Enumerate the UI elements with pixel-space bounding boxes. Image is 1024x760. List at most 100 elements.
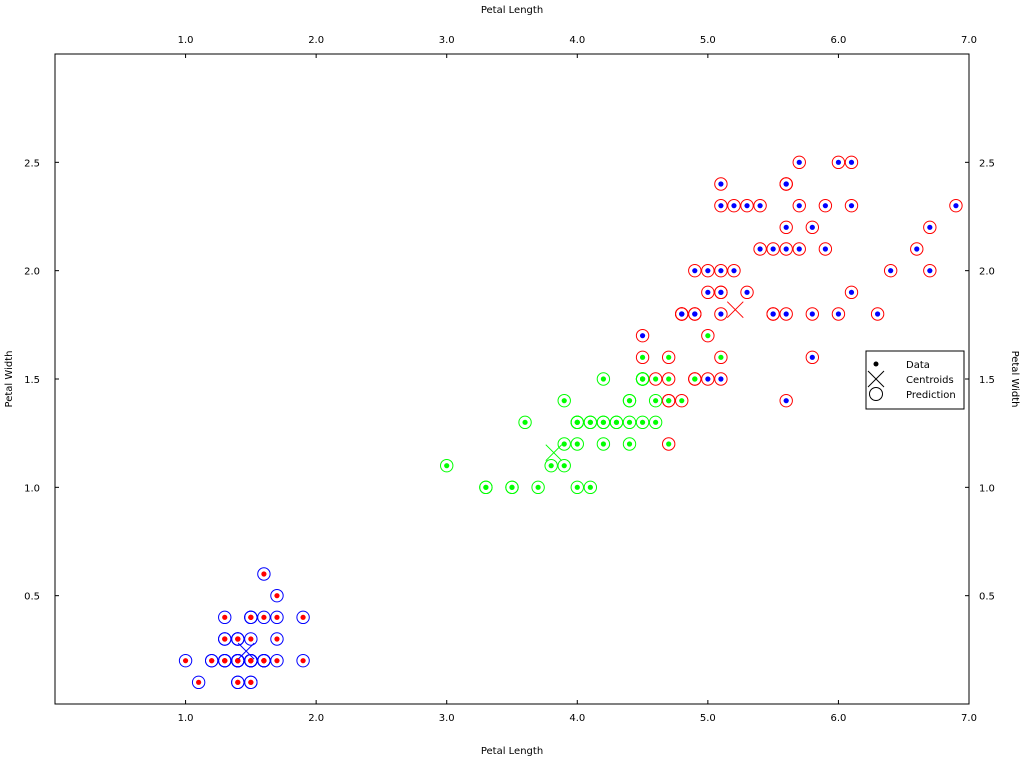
data-point (235, 679, 241, 685)
plot-frame (54, 53, 970, 705)
prediction-ring (714, 372, 728, 386)
data-point (692, 376, 698, 382)
prediction-ring (714, 198, 728, 213)
x-tick-label-bottom: 7.0 (961, 713, 977, 724)
prediction-ring (231, 653, 245, 668)
prediction-ring (792, 242, 806, 256)
prediction-ring (583, 480, 598, 495)
prediction-ring (648, 372, 663, 386)
legend-label-prediction: Prediction (906, 390, 956, 401)
x-tick-label-top: 2.0 (308, 35, 324, 46)
prediction-ring (270, 588, 284, 603)
prediction-ring (714, 263, 728, 278)
y-tick-label-left: 1.5 (24, 375, 40, 386)
data-point (705, 333, 711, 339)
prediction-ring (648, 415, 663, 430)
data-point (653, 419, 659, 425)
prediction-ring (818, 198, 833, 213)
data-point (182, 658, 189, 664)
prediction-ring (218, 653, 232, 668)
x-tick-label-top: 7.0 (961, 35, 977, 46)
legend: Data Centroids Prediction (865, 350, 965, 410)
data-point (822, 246, 828, 252)
data-point (705, 289, 711, 295)
data-point (783, 398, 789, 404)
data-point (235, 636, 241, 642)
data-point (248, 636, 254, 642)
data-point (574, 484, 580, 490)
prediction-ring (870, 307, 885, 321)
prediction-ring (701, 372, 715, 386)
prediction-ring (818, 242, 833, 256)
axis-ticks: 1.0 1.0 2.0 2.0 3.0 3.0 4.0 4.0 5.0 5.0 6.0 6.0 7.0 7… (24, 35, 995, 724)
data-point (679, 311, 685, 317)
data-point (444, 463, 450, 469)
data-point (731, 203, 737, 209)
prediction-ring (583, 415, 598, 430)
data-point (587, 484, 593, 490)
data-point (666, 376, 672, 382)
prediction-ring (675, 307, 689, 321)
data-point (235, 658, 241, 664)
prediction-ring (844, 155, 859, 170)
data-point (639, 419, 646, 425)
data-point (705, 268, 711, 274)
x-tick-label-bottom: 4.0 (569, 713, 585, 724)
prediction-ring (661, 372, 676, 386)
prediction-ring (596, 372, 611, 386)
prediction-ring (440, 458, 454, 473)
y-tick-label-left: 0.5 (24, 592, 40, 603)
data-point (783, 224, 789, 230)
prediction-ring (661, 393, 676, 408)
x-tick-label-bottom: 1.0 (178, 713, 194, 724)
prediction-ring (635, 328, 650, 343)
data-point (222, 636, 228, 642)
data-point (666, 398, 672, 404)
prediction-ring (557, 437, 571, 451)
data-point (274, 614, 280, 620)
data-point (835, 159, 842, 165)
prediction-ring (635, 415, 650, 430)
prediction-ring (688, 263, 702, 278)
prediction-ring (727, 263, 741, 278)
data-point (613, 419, 620, 425)
prediction-ring (270, 632, 284, 646)
data-point (692, 311, 698, 317)
legend-label-data: Data (906, 360, 930, 371)
prediction-ring (883, 263, 898, 278)
data-point (600, 419, 607, 425)
data-point (261, 614, 267, 620)
prediction-ring (779, 220, 793, 235)
prediction-ring (766, 307, 780, 321)
y-axis-title-left: Petal Width (4, 351, 15, 408)
x-tick-label-bottom: 5.0 (700, 713, 716, 724)
centroid-marker (545, 444, 563, 462)
x-tick-label-top: 5.0 (700, 35, 716, 46)
prediction-ring (609, 415, 624, 430)
prediction-ring (714, 285, 728, 300)
data-point (639, 354, 646, 360)
data-point (626, 419, 633, 425)
data-point (483, 484, 489, 490)
data-point (757, 246, 763, 252)
prediction-ring (740, 285, 754, 300)
prediction-ring (831, 307, 846, 321)
prediction-ring (505, 480, 519, 495)
data-point (770, 246, 776, 252)
prediction-ring (596, 437, 611, 451)
prediction-ring (831, 155, 846, 170)
prediction-ring (714, 350, 728, 365)
centroid-marker (237, 642, 255, 660)
data-point (574, 419, 580, 425)
prediction-ring (675, 393, 689, 408)
prediction-ring (727, 198, 741, 213)
prediction-ring (661, 350, 676, 365)
data-point (875, 311, 881, 317)
data-point (718, 289, 724, 295)
y-tick-label-right: 1.0 (979, 483, 995, 494)
prediction-ring (688, 372, 702, 386)
prediction-ring (204, 653, 219, 668)
y-tick-label-right: 2.0 (979, 267, 995, 278)
data-point (783, 181, 789, 187)
data-point (626, 398, 633, 404)
